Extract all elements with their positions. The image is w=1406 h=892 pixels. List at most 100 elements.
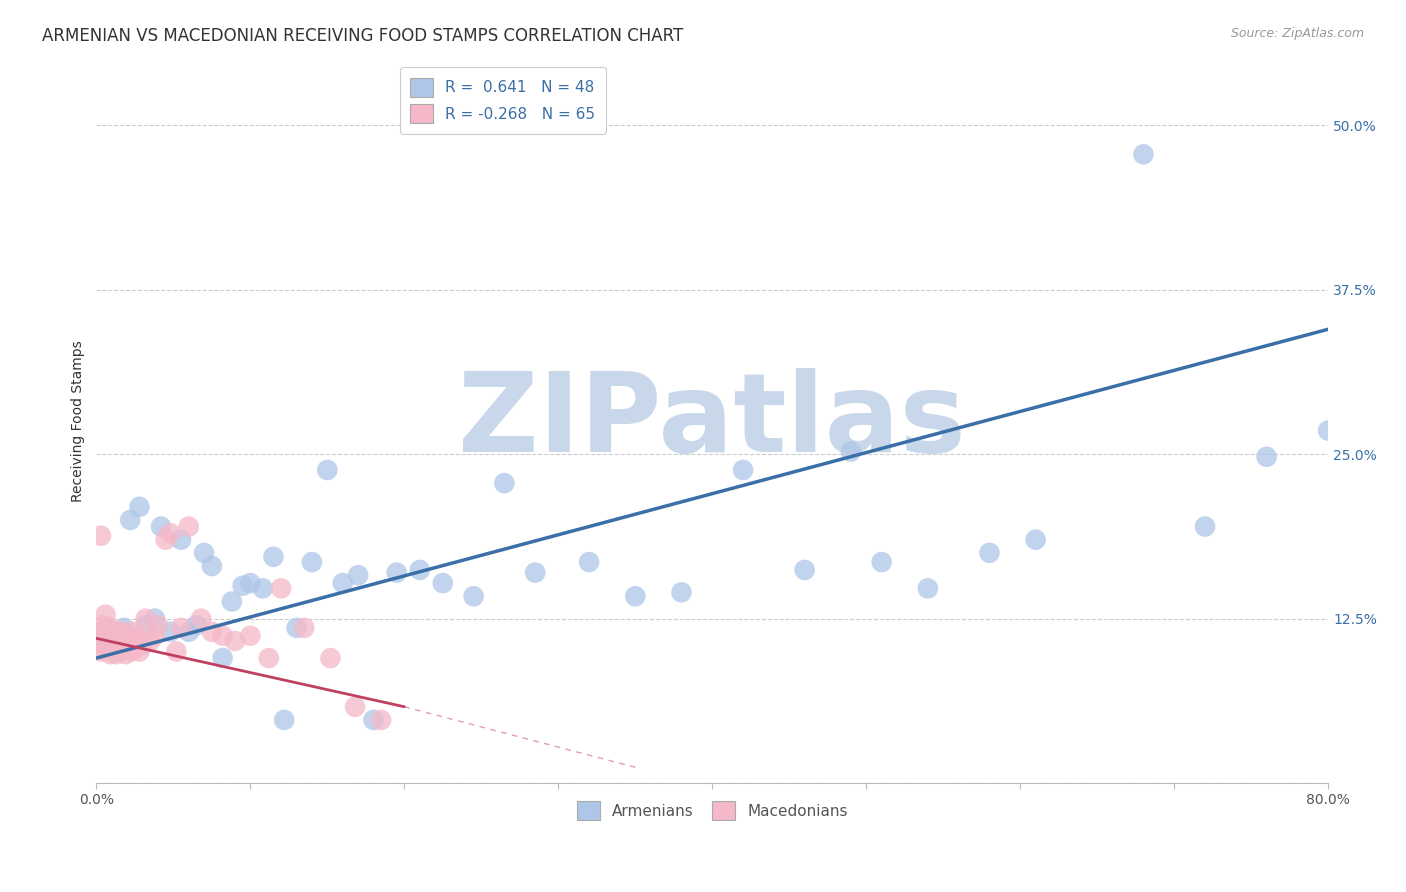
Point — [363, 713, 385, 727]
Point — [135, 612, 157, 626]
Point — [127, 629, 149, 643]
Point — [94, 629, 117, 643]
Point — [292, 621, 315, 635]
Point — [93, 618, 115, 632]
Point — [120, 634, 142, 648]
Point — [494, 476, 516, 491]
Point — [128, 500, 150, 514]
Point — [262, 549, 284, 564]
Point — [224, 634, 246, 648]
Point — [91, 634, 114, 648]
Point — [165, 644, 187, 658]
Point — [319, 651, 342, 665]
Point — [201, 559, 224, 574]
Point — [211, 629, 233, 643]
Point — [90, 644, 112, 658]
Point — [94, 607, 117, 622]
Point — [159, 526, 181, 541]
Point — [131, 638, 153, 652]
Point — [624, 589, 647, 603]
Point — [104, 624, 127, 639]
Point — [316, 463, 339, 477]
Point — [1132, 147, 1154, 161]
Point — [252, 582, 274, 596]
Point — [177, 519, 200, 533]
Point — [87, 634, 110, 648]
Point — [979, 546, 1001, 560]
Point — [108, 624, 131, 639]
Point — [107, 638, 129, 652]
Point — [463, 589, 485, 603]
Point — [91, 624, 114, 639]
Point — [121, 644, 143, 658]
Point — [239, 576, 262, 591]
Point — [150, 519, 173, 533]
Point — [1256, 450, 1278, 464]
Legend: Armenians, Macedonians: Armenians, Macedonians — [571, 795, 853, 826]
Point — [103, 629, 125, 643]
Point — [112, 629, 135, 643]
Point — [122, 624, 145, 639]
Point — [96, 638, 118, 652]
Point — [100, 624, 122, 639]
Point — [93, 634, 115, 648]
Point — [120, 513, 142, 527]
Point — [105, 644, 128, 658]
Point — [97, 634, 120, 648]
Text: ZIPatlas: ZIPatlas — [458, 368, 966, 475]
Point — [139, 634, 162, 648]
Point — [110, 634, 132, 648]
Point — [155, 533, 177, 547]
Point — [114, 647, 136, 661]
Point — [733, 463, 755, 477]
Point — [201, 624, 224, 639]
Point — [135, 618, 157, 632]
Point — [124, 638, 146, 652]
Point — [432, 576, 454, 591]
Point — [111, 624, 134, 639]
Point — [128, 644, 150, 658]
Point — [100, 624, 122, 639]
Point — [917, 582, 939, 596]
Text: Source: ZipAtlas.com: Source: ZipAtlas.com — [1230, 27, 1364, 40]
Point — [143, 629, 166, 643]
Point — [524, 566, 547, 580]
Point — [385, 566, 408, 580]
Point — [285, 621, 308, 635]
Point — [96, 624, 118, 639]
Point — [112, 621, 135, 635]
Point — [1025, 533, 1047, 547]
Point — [170, 533, 193, 547]
Point — [332, 576, 354, 591]
Point — [344, 699, 367, 714]
Point — [273, 713, 295, 727]
Point — [239, 629, 262, 643]
Point — [100, 641, 122, 656]
Point — [97, 621, 120, 635]
Point — [301, 555, 323, 569]
Point — [232, 579, 254, 593]
Point — [90, 529, 112, 543]
Point — [257, 651, 280, 665]
Point — [98, 647, 121, 661]
Point — [347, 568, 370, 582]
Point — [93, 641, 115, 656]
Point — [270, 582, 292, 596]
Point — [177, 624, 200, 639]
Point — [870, 555, 893, 569]
Point — [98, 632, 121, 646]
Text: ARMENIAN VS MACEDONIAN RECEIVING FOOD STAMPS CORRELATION CHART: ARMENIAN VS MACEDONIAN RECEIVING FOOD ST… — [42, 27, 683, 45]
Point — [125, 634, 148, 648]
Point — [793, 563, 815, 577]
Point — [115, 638, 138, 652]
Point — [1194, 519, 1216, 533]
Point — [112, 638, 135, 652]
Point — [103, 638, 125, 652]
Point — [671, 585, 693, 599]
Point — [111, 632, 134, 646]
Point — [146, 618, 169, 632]
Y-axis label: Receiving Food Stamps: Receiving Food Stamps — [72, 341, 86, 502]
Point — [89, 624, 111, 639]
Point — [159, 624, 181, 639]
Point — [211, 651, 233, 665]
